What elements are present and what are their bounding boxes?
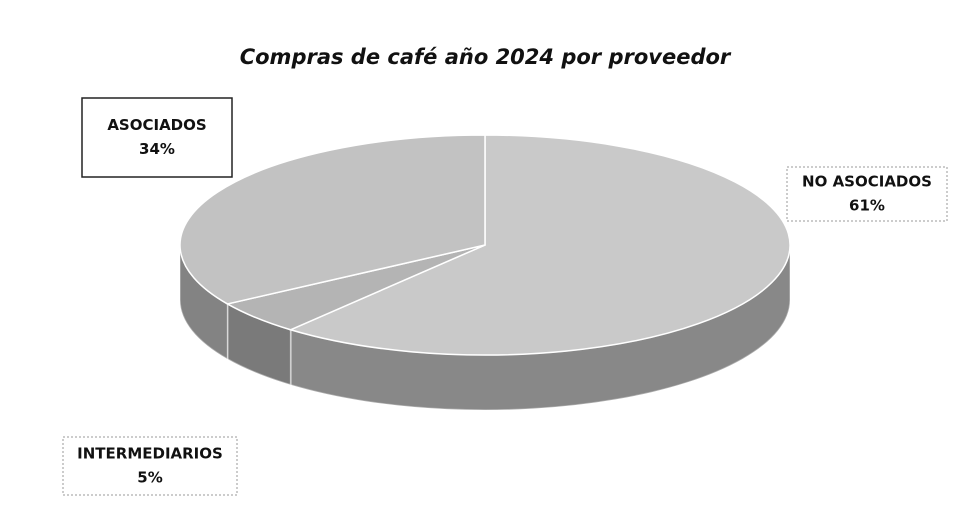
pie-slice xyxy=(179,134,486,305)
data-label-value: 34% xyxy=(139,140,175,158)
label-box xyxy=(81,97,233,178)
pie-slice xyxy=(288,134,791,356)
data-label-name: INTERMEDIARIOS xyxy=(77,445,223,463)
label-box xyxy=(786,166,948,222)
side-shade xyxy=(227,303,291,385)
chart-title: Compras de café año 2024 por proveedor xyxy=(240,45,732,69)
side-shade xyxy=(180,245,228,359)
data-label-name: ASOCIADOS xyxy=(107,116,206,134)
data-label-value: 61% xyxy=(849,197,885,215)
data-label-value: 5% xyxy=(137,469,162,487)
side-shade xyxy=(290,245,790,410)
data-label-name: NO ASOCIADOS xyxy=(802,173,932,191)
label-box xyxy=(62,436,238,496)
